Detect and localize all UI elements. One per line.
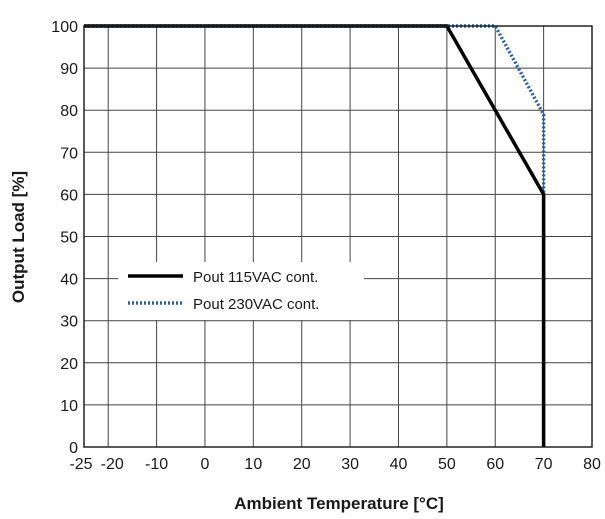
x-tick-label: -10: [145, 456, 168, 473]
x-tick-label: -25: [69, 456, 92, 473]
x-tick-label: 10: [244, 456, 262, 473]
legend-label-115vac: Pout 115VAC cont.: [193, 269, 318, 286]
x-tick-label: 50: [438, 456, 456, 473]
legend: Pout 115VAC cont. Pout 230VAC cont.: [118, 262, 364, 320]
y-tick-label: 70: [60, 145, 78, 162]
x-axis-title: Ambient Temperature [°C]: [234, 494, 444, 513]
y-tick-label: 80: [60, 103, 78, 120]
x-tick-label: 60: [486, 456, 504, 473]
x-tick-label: 80: [583, 456, 601, 473]
legend-box: [118, 262, 364, 320]
plot-frame: [83, 25, 593, 448]
x-tick-label: 70: [535, 456, 553, 473]
y-tick-label: 50: [60, 230, 78, 247]
y-tick-label: 90: [60, 61, 78, 78]
x-tick-label: 40: [390, 456, 408, 473]
y-tick-label: 60: [60, 187, 78, 204]
y-tick-label: 20: [60, 356, 78, 373]
y-tick-labels: 0 10 20 30 40 50 60 70 80 90 100: [51, 19, 78, 457]
x-tick-label: 0: [200, 456, 209, 473]
x-tick-label: 30: [341, 456, 359, 473]
y-tick-label: 10: [60, 398, 78, 415]
x-tick-label: -20: [101, 456, 124, 473]
y-tick-label: 30: [60, 314, 78, 331]
y-axis-title: Output Load [%]: [9, 171, 28, 303]
x-tick-label: 20: [293, 456, 311, 473]
y-tick-label: 100: [51, 19, 78, 36]
y-tick-label: 0: [69, 440, 78, 457]
x-tick-labels: -25 -20 -10 0 10 20 30 40 50 60 70 80: [69, 456, 601, 473]
y-tick-label: 40: [60, 272, 78, 289]
legend-label-230vac: Pout 230VAC cont.: [193, 296, 319, 313]
